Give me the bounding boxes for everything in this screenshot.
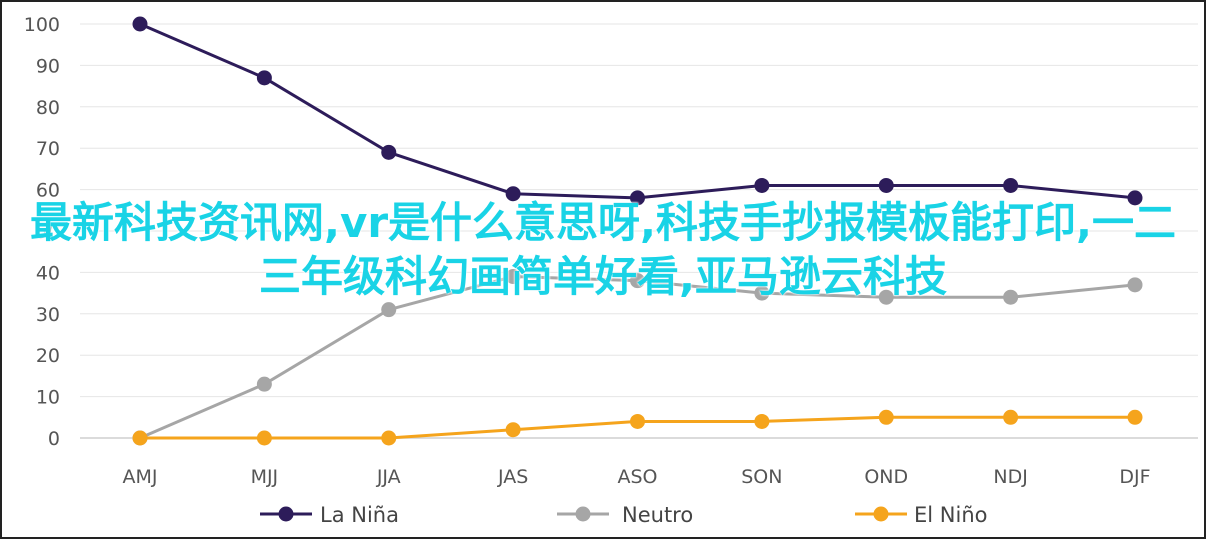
data-point [630,190,645,206]
watermark-overlay-text: 最新科技资讯网,vr是什么意思呀,科技手抄报模板能打印,一二三年级科幻画简单好看… [30,198,1176,301]
data-point [878,409,894,425]
legend-label: La Niña [320,503,399,527]
data-point [256,376,272,392]
y-tick-label: 60 [36,180,60,202]
legend-item-1: Neutro [557,503,693,527]
legend-marker [278,506,294,522]
data-point [132,16,148,32]
data-point [630,413,645,429]
legend-marker [575,506,591,522]
legend-label: El Niño [914,503,987,527]
y-tick-label: 40 [36,262,60,284]
x-tick-label: SON [741,466,782,488]
y-tick-label: 80 [36,97,60,119]
y-tick-label: 0 [48,428,60,450]
data-point [132,430,148,446]
x-tick-label: MJJ [251,466,279,488]
data-point [630,273,645,289]
data-point [754,285,770,301]
series-2 [132,409,1143,446]
x-tick-label: OND [864,466,908,488]
y-tick-label: 70 [36,138,60,160]
y-tick-label: 100 [24,14,60,36]
data-point [878,177,894,193]
x-tick-label: NDJ [993,466,1027,488]
x-tick-label: JJA [376,466,401,488]
data-point [1003,177,1019,193]
data-point [505,186,521,202]
series-line [139,22,1136,200]
data-point [754,177,770,193]
x-tick-label: DJF [1119,466,1150,488]
data-point [1003,409,1019,425]
data-point [1127,190,1143,206]
data-point [256,70,272,86]
data-point [878,289,894,305]
legend-marker [873,506,889,522]
x-axis-ticks: AMJ MJJ JJA JAS ASO SON OND NDJ DJF [123,466,1151,488]
data-point [1127,277,1143,293]
y-tick-label: 30 [36,304,60,326]
x-tick-label: JAS [497,466,528,488]
data-point [381,144,397,160]
y-tick-label: 10 [36,387,60,409]
x-tick-label: ASO [617,466,657,488]
data-point [505,422,521,438]
y-axis-ticks: 0 10 20 30 40 50 60 70 80 90 100 [24,14,60,450]
data-point [1003,289,1019,305]
data-point [505,269,521,285]
series-0 [132,16,1143,206]
data-point [381,430,397,446]
data-point [256,430,272,446]
legend: La Niña Neutro El Niño [260,503,987,527]
legend-item-0: La Niña [260,503,399,527]
data-point [754,413,770,429]
y-tick-label: 50 [36,221,60,243]
y-tick-label: 90 [36,55,60,77]
data-point [1127,409,1143,425]
legend-label: Neutro [622,503,693,527]
data-point [381,302,397,318]
legend-item-2: El Niño [855,503,987,527]
series-layer [132,16,1143,446]
x-tick-label: AMJ [123,466,158,488]
y-tick-label: 20 [36,345,60,367]
